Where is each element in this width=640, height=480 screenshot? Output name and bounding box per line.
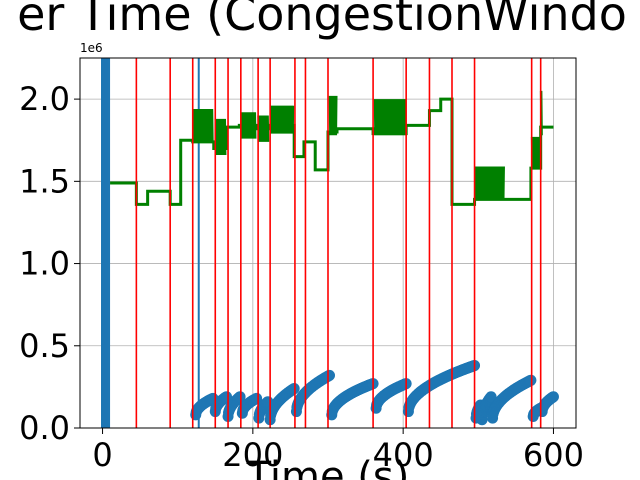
axis-ticks: 0 200 400 600 0.0 0.5 1.0 1.5 2.0 xyxy=(19,80,584,474)
cwnd-oscillation xyxy=(214,118,227,156)
y-tick-label: 0.0 xyxy=(19,409,70,447)
cwnd-oscillation xyxy=(373,99,407,136)
cwnd-oscillation xyxy=(474,166,505,200)
cwnd-oscillation xyxy=(270,105,295,134)
bytes-point xyxy=(485,391,497,403)
plot-area xyxy=(101,58,559,428)
x-tick-label: 0 xyxy=(92,436,112,474)
y-tick-label: 1.0 xyxy=(19,245,70,283)
x-axis-label: Time (s) xyxy=(246,454,410,480)
x-tick-label: 600 xyxy=(523,436,584,474)
y-tick-label: 2.0 xyxy=(19,80,70,118)
cwnd-oscillation xyxy=(257,115,270,142)
axes-frame xyxy=(79,57,577,429)
y-tick-label: 0.5 xyxy=(19,327,70,365)
bytes-point xyxy=(324,369,336,381)
cwnd-oscillation xyxy=(240,112,257,139)
chart-title: er Time (CongestionWindo xyxy=(17,0,627,41)
x-tick-label: 200 xyxy=(222,436,283,474)
cwnd-oscillation xyxy=(328,95,338,136)
x-tick-label: 400 xyxy=(373,436,434,474)
bytes-point xyxy=(251,392,263,404)
cwnd-oscillation xyxy=(530,136,541,169)
y-tick-label: 1.5 xyxy=(19,162,70,200)
cwnd-oscillation xyxy=(192,108,214,142)
y-offset-label: 1e6 xyxy=(80,41,103,55)
bytes-point xyxy=(221,391,233,403)
bytes-point xyxy=(547,391,559,403)
